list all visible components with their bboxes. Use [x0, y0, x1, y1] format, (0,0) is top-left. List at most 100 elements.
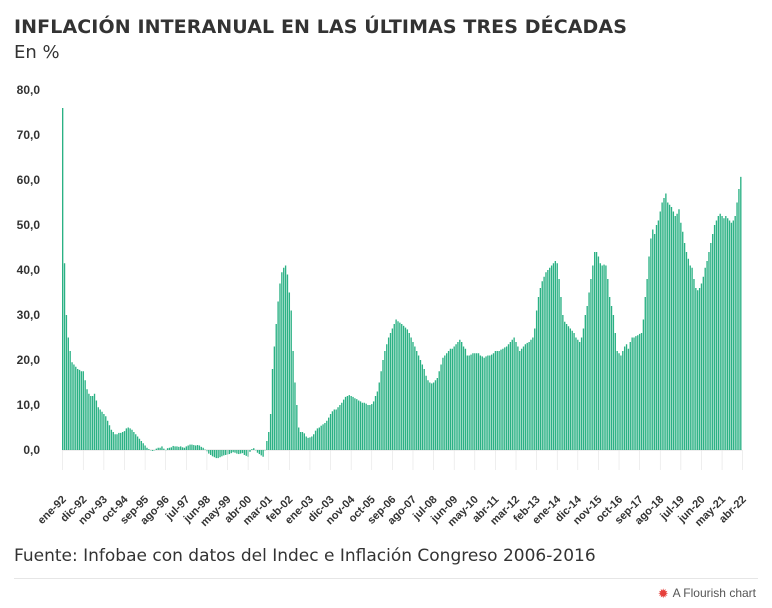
bar[interactable]	[269, 414, 272, 450]
bar[interactable]	[629, 342, 631, 450]
bar[interactable]	[393, 324, 395, 450]
bar[interactable]	[446, 353, 448, 450]
bar[interactable]	[431, 383, 433, 450]
bar[interactable]	[444, 355, 446, 451]
bar[interactable]	[434, 380, 437, 450]
bar[interactable]	[691, 267, 693, 450]
bar[interactable]	[668, 204, 671, 450]
bar[interactable]	[496, 351, 498, 450]
bar[interactable]	[520, 348, 523, 450]
bar[interactable]	[577, 339, 579, 450]
bar[interactable]	[466, 355, 468, 451]
bar[interactable]	[249, 450, 251, 452]
bar[interactable]	[612, 315, 615, 450]
bar[interactable]	[359, 401, 362, 450]
bar[interactable]	[121, 432, 124, 450]
bar[interactable]	[541, 281, 543, 450]
bar[interactable]	[725, 216, 727, 450]
bar[interactable]	[224, 450, 227, 455]
bar[interactable]	[118, 432, 120, 450]
bar[interactable]	[232, 450, 234, 453]
bar[interactable]	[215, 450, 217, 459]
bar[interactable]	[180, 446, 182, 450]
bar[interactable]	[371, 404, 373, 450]
bar[interactable]	[571, 330, 573, 450]
bar[interactable]	[453, 346, 455, 451]
bar[interactable]	[320, 425, 322, 450]
bar[interactable]	[108, 425, 111, 450]
bar[interactable]	[67, 337, 69, 451]
bar[interactable]	[419, 360, 422, 450]
bar[interactable]	[609, 297, 611, 450]
bar[interactable]	[161, 446, 163, 450]
bar[interactable]	[483, 357, 485, 450]
bar[interactable]	[365, 403, 367, 450]
bar[interactable]	[256, 450, 259, 453]
bar[interactable]	[142, 443, 144, 450]
bar[interactable]	[573, 333, 575, 450]
bar[interactable]	[410, 337, 412, 451]
bar[interactable]	[129, 428, 131, 450]
bar[interactable]	[449, 348, 452, 450]
bar[interactable]	[579, 342, 581, 450]
bar[interactable]	[148, 449, 150, 450]
bar[interactable]	[494, 351, 497, 450]
flourish-credit[interactable]: ✹ A Flourish chart	[658, 586, 756, 600]
bar[interactable]	[732, 220, 734, 451]
bar[interactable]	[457, 342, 459, 450]
bar[interactable]	[395, 319, 397, 451]
bar[interactable]	[374, 396, 377, 450]
bar[interactable]	[642, 319, 645, 451]
bar[interactable]	[361, 402, 364, 450]
bar[interactable]	[88, 393, 90, 450]
bar[interactable]	[727, 218, 729, 450]
bar[interactable]	[487, 355, 489, 451]
bar[interactable]	[75, 366, 77, 450]
bar[interactable]	[341, 402, 343, 450]
bar[interactable]	[582, 328, 585, 451]
bar[interactable]	[200, 446, 202, 450]
bar[interactable]	[399, 322, 401, 450]
bar[interactable]	[318, 427, 320, 451]
bar[interactable]	[185, 446, 187, 450]
bar[interactable]	[84, 380, 86, 450]
bar[interactable]	[637, 335, 639, 450]
bar[interactable]	[344, 396, 347, 450]
bar[interactable]	[665, 193, 667, 451]
bar[interactable]	[490, 354, 493, 450]
bar[interactable]	[223, 450, 225, 456]
bar[interactable]	[695, 288, 697, 450]
bar[interactable]	[667, 202, 669, 451]
bar[interactable]	[331, 411, 334, 450]
bar[interactable]	[95, 400, 98, 451]
bar[interactable]	[421, 364, 424, 451]
bar[interactable]	[352, 396, 354, 450]
bar[interactable]	[549, 267, 551, 450]
bar[interactable]	[324, 423, 326, 450]
bar[interactable]	[708, 252, 710, 450]
bar[interactable]	[678, 209, 680, 450]
bar[interactable]	[474, 353, 476, 450]
bar[interactable]	[97, 407, 99, 450]
bar[interactable]	[455, 344, 457, 450]
bar[interactable]	[485, 356, 487, 450]
bar[interactable]	[273, 346, 276, 451]
bar[interactable]	[599, 263, 601, 450]
bar[interactable]	[625, 344, 628, 450]
bar[interactable]	[268, 432, 270, 450]
bar[interactable]	[672, 211, 675, 451]
bar[interactable]	[292, 351, 294, 450]
bar[interactable]	[500, 349, 502, 450]
bar[interactable]	[734, 216, 736, 450]
bar[interactable]	[552, 263, 555, 450]
bar[interactable]	[719, 213, 721, 450]
bar[interactable]	[513, 337, 515, 451]
bar[interactable]	[277, 301, 279, 451]
bar[interactable]	[279, 283, 281, 451]
bar[interactable]	[120, 432, 122, 450]
bar[interactable]	[479, 355, 482, 451]
bar[interactable]	[101, 411, 103, 450]
bar[interactable]	[687, 258, 690, 450]
bar[interactable]	[702, 276, 705, 450]
bar[interactable]	[597, 256, 600, 451]
